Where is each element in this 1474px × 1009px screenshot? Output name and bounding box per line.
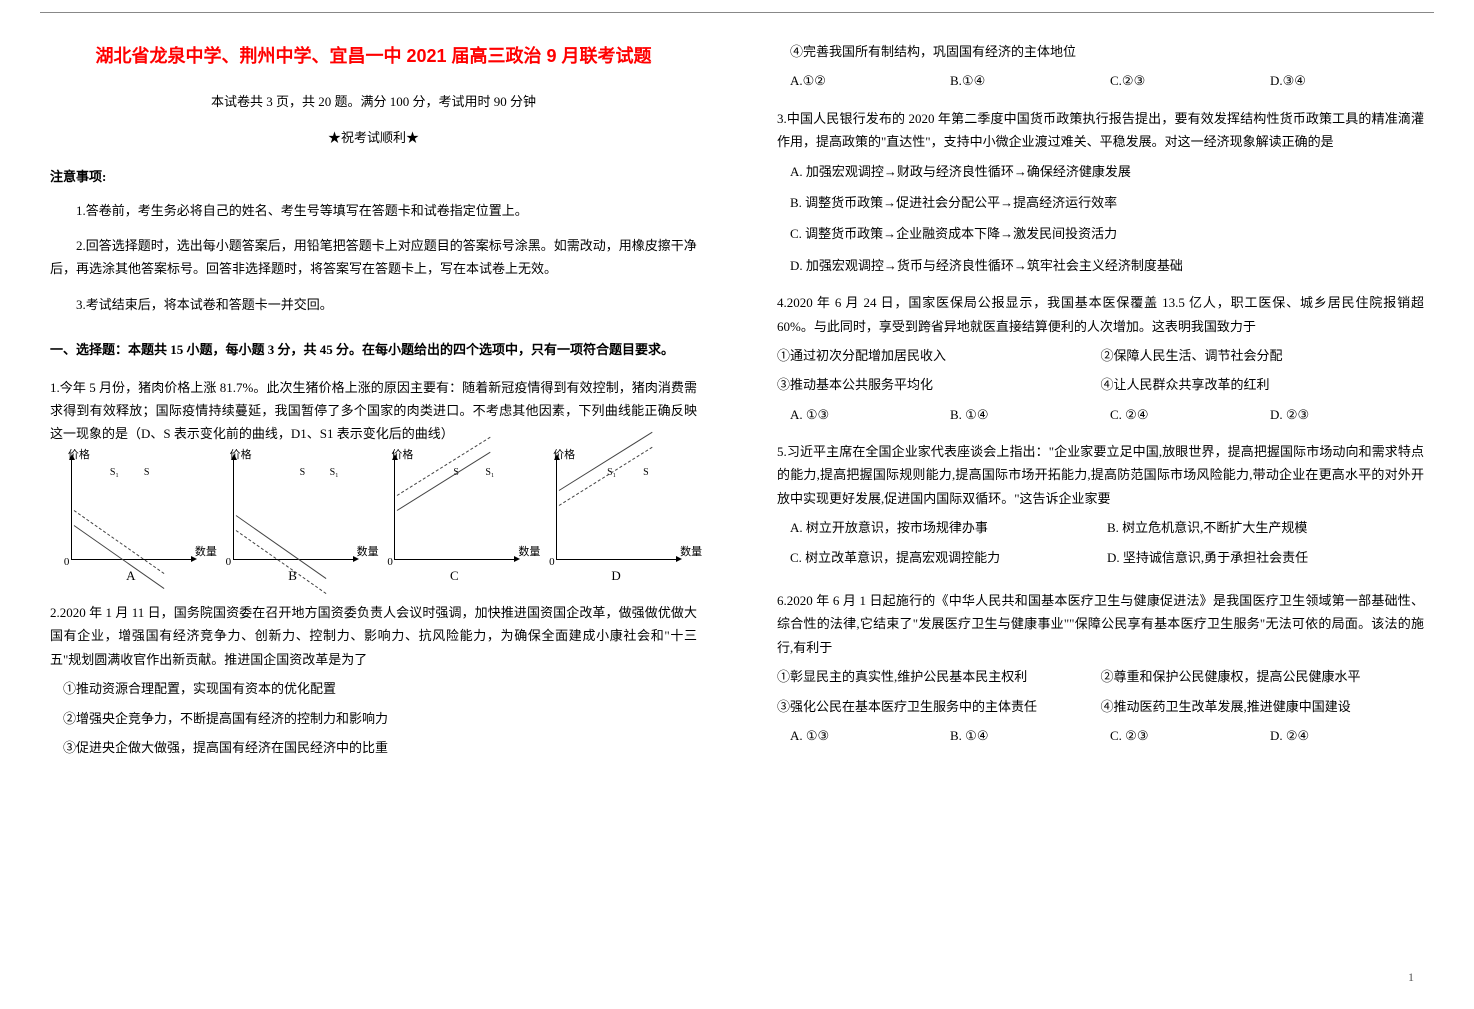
question-2-cont: ④完善我国所有制结构，巩固国有经济的主体地位 A.①② B.①④ C.②③ D.…	[777, 40, 1424, 93]
axis-x-label: 数量	[357, 543, 379, 563]
axis-x-label: 数量	[518, 543, 540, 563]
q6-sub: ④推动医药卫生改革发展,推进健康中国建设	[1101, 695, 1425, 718]
chart-d: 价格 数量 0 S₁ S D	[556, 460, 676, 587]
question-6: 6.2020 年 6 月 1 日起施行的《中华人民共和国基本医疗卫生与健康促进法…	[777, 589, 1424, 747]
notice-item: 2.回答选择题时，选出每小题答案后，用铅笔把答题卡上对应题目的答案标号涂黑。如需…	[50, 234, 697, 281]
q4-sub: ③推动基本公共服务平均化	[777, 373, 1101, 396]
q6-opt-d: D. ②④	[1270, 724, 1390, 747]
q3-opt-b: B. 调整货币政策→促进社会分配公平→提高经济运行效率	[790, 191, 1424, 214]
chart-letter: A	[71, 564, 191, 587]
q4-opt-b: B. ①④	[950, 403, 1070, 426]
right-column: ④完善我国所有制结构，巩固国有经济的主体地位 A.①② B.①④ C.②③ D.…	[777, 40, 1424, 773]
chart-d-box: 价格 数量 0 S₁ S	[556, 460, 676, 560]
q2-opt-b: B.①④	[950, 69, 1070, 92]
axis-y-label: 价格	[68, 446, 90, 466]
top-rule	[40, 12, 1434, 13]
q4-stem: 4.2020 年 6 月 24 日，国家医保局公报显示，我国基本医保覆盖 13.…	[777, 291, 1424, 338]
question-2: 2.2020 年 1 月 11 日，国务院国资委在召开地方国资委负责人会议时强调…	[50, 601, 697, 759]
q1-stem: 1.今年 5 月份，猪肉价格上涨 81.7%。此次生猪价格上涨的原因主要有：随着…	[50, 376, 697, 446]
q2-options: A.①② B.①④ C.②③ D.③④	[790, 69, 1424, 92]
q4-opt-a: A. ①③	[790, 403, 910, 426]
q3-stem: 3.中国人民银行发布的 2020 年第二季度中国货币政策执行报告提出，要有效发挥…	[777, 107, 1424, 154]
q4-opt-c: C. ②④	[1110, 403, 1230, 426]
q3-opt-d: D. 加强宏观调控→货币与经济良性循环→筑牢社会主义经济制度基础	[790, 254, 1424, 277]
q6-subs-row: ③强化公民在基本医疗卫生服务中的主体责任 ④推动医药卫生改革发展,推进健康中国建…	[777, 695, 1424, 718]
notice-item: 3.考试结束后，将本试卷和答题卡一并交回。	[50, 293, 697, 316]
q5-options: A. 树立开放意识，按市场规律办事 B. 树立危机意识,不断扩大生产规模 C. …	[790, 516, 1424, 575]
q6-sub: ③强化公民在基本医疗卫生服务中的主体责任	[777, 695, 1101, 718]
chart-c: 价格 数量 0 S S₁ C	[394, 460, 514, 587]
q6-opt-c: C. ②③	[1110, 724, 1230, 747]
question-3: 3.中国人民银行发布的 2020 年第二季度中国货币政策执行报告提出，要有效发挥…	[777, 107, 1424, 277]
axis-y-label: 价格	[553, 446, 575, 466]
s1-label: S₁	[330, 464, 339, 482]
q3-options: A. 加强宏观调控→财政与经济良性循环→确保经济健康发展 B. 调整货币政策→促…	[777, 160, 1424, 278]
q6-options: A. ①③ B. ①④ C. ②③ D. ②④	[790, 724, 1424, 747]
q6-opt-a: A. ①③	[790, 724, 910, 747]
chart-b-box: 价格 数量 0 S S₁	[233, 460, 353, 560]
q4-sub: ④让人民群众共享改革的红利	[1101, 373, 1425, 396]
q6-opt-b: B. ①④	[950, 724, 1070, 747]
q2-opt-a: A.①②	[790, 69, 910, 92]
origin-label: 0	[549, 553, 555, 573]
q6-sub: ①彰显民主的真实性,维护公民基本民主权利	[777, 665, 1101, 688]
q4-opt-d: D. ②③	[1270, 403, 1390, 426]
chart-letter: C	[394, 564, 514, 587]
chart-c-box: 价格 数量 0 S S₁	[394, 460, 514, 560]
question-1: 1.今年 5 月份，猪肉价格上涨 81.7%。此次生猪价格上涨的原因主要有：随着…	[50, 376, 697, 588]
q1-charts: 价格 数量 0 S₁ S A 价格	[50, 460, 697, 587]
page-container: 湖北省龙泉中学、荆州中学、宜昌一中 2021 届高三政治 9 月联考试题 本试卷…	[0, 0, 1474, 813]
axis-y-label: 价格	[230, 446, 252, 466]
exam-subtitle: 本试卷共 3 页，共 20 题。满分 100 分，考试用时 90 分钟	[50, 90, 697, 113]
chart-letter: D	[556, 564, 676, 587]
q4-subs-row: ①通过初次分配增加居民收入 ②保障人民生活、调节社会分配	[777, 344, 1424, 367]
q5-stem: 5.习近平主席在全国企业家代表座谈会上指出："企业家要立足中国,放眼世界，提高把…	[777, 440, 1424, 510]
q2-stem: 2.2020 年 1 月 11 日，国务院国资委在召开地方国资委负责人会议时强调…	[50, 601, 697, 671]
chart-letter: B	[233, 564, 353, 587]
q5-opt-d: D. 坚持诚信意识,勇于承担社会责任	[1107, 546, 1424, 569]
origin-label: 0	[226, 553, 232, 573]
q4-subs-row: ③推动基本公共服务平均化 ④让人民群众共享改革的红利	[777, 373, 1424, 396]
axis-x-label: 数量	[680, 543, 702, 563]
page-number: 1	[1408, 967, 1414, 989]
wish-line: ★祝考试顺利★	[50, 126, 697, 149]
s1-label: S₁	[485, 464, 494, 482]
exam-title: 湖北省龙泉中学、荆州中学、宜昌一中 2021 届高三政治 9 月联考试题	[50, 40, 697, 72]
q6-subs-row: ①彰显民主的真实性,维护公民基本民主权利 ②尊重和保护公民健康权，提高公民健康水…	[777, 665, 1424, 688]
axis-x-label: 数量	[195, 543, 217, 563]
notice-item: 1.答卷前，考生务必将自己的姓名、考生号等填写在答题卡和试卷指定位置上。	[50, 199, 697, 222]
q2-sub: ④完善我国所有制结构，巩固国有经济的主体地位	[777, 40, 1424, 63]
origin-label: 0	[64, 553, 70, 573]
q5-opt-c: C. 树立改革意识，提高宏观调控能力	[790, 546, 1107, 569]
s1-label: S₁	[110, 464, 119, 482]
axis-y-label: 价格	[391, 446, 413, 466]
s-label: S	[144, 464, 150, 482]
chart-b: 价格 数量 0 S S₁ B	[233, 460, 353, 587]
q4-sub: ②保障人民生活、调节社会分配	[1101, 344, 1425, 367]
q5-opt-a: A. 树立开放意识，按市场规律办事	[790, 516, 1107, 539]
q4-options: A. ①③ B. ①④ C. ②④ D. ②③	[790, 403, 1424, 426]
question-4: 4.2020 年 6 月 24 日，国家医保局公报显示，我国基本医保覆盖 13.…	[777, 291, 1424, 426]
q6-stem: 6.2020 年 6 月 1 日起施行的《中华人民共和国基本医疗卫生与健康促进法…	[777, 589, 1424, 659]
q2-sub: ③促进央企做大做强，提高国有经济在国民经济中的比重	[50, 736, 697, 759]
q5-opt-b: B. 树立危机意识,不断扩大生产规模	[1107, 516, 1424, 539]
q2-opt-d: D.③④	[1270, 69, 1390, 92]
q2-opt-c: C.②③	[1110, 69, 1230, 92]
chart-a-box: 价格 数量 0 S₁ S	[71, 460, 191, 560]
chart-a: 价格 数量 0 S₁ S A	[71, 460, 191, 587]
part1-title: 一、选择题：本题共 15 小题，每小题 3 分，共 45 分。在每小题给出的四个…	[50, 338, 697, 361]
q2-sub: ②增强央企竞争力，不断提高国有经济的控制力和影响力	[50, 707, 697, 730]
q2-sub: ①推动资源合理配置，实现国有资本的优化配置	[50, 677, 697, 700]
q6-sub: ②尊重和保护公民健康权，提高公民健康水平	[1101, 665, 1425, 688]
origin-label: 0	[387, 553, 393, 573]
q3-opt-a: A. 加强宏观调控→财政与经济良性循环→确保经济健康发展	[790, 160, 1424, 183]
s-label: S	[300, 464, 306, 482]
left-column: 湖北省龙泉中学、荆州中学、宜昌一中 2021 届高三政治 9 月联考试题 本试卷…	[50, 40, 697, 773]
question-5: 5.习近平主席在全国企业家代表座谈会上指出："企业家要立足中国,放眼世界，提高把…	[777, 440, 1424, 575]
q3-opt-c: C. 调整货币政策→企业融资成本下降→激发民间投资活力	[790, 222, 1424, 245]
notice-head: 注意事项:	[50, 165, 697, 188]
s-label: S	[643, 464, 649, 482]
q4-sub: ①通过初次分配增加居民收入	[777, 344, 1101, 367]
